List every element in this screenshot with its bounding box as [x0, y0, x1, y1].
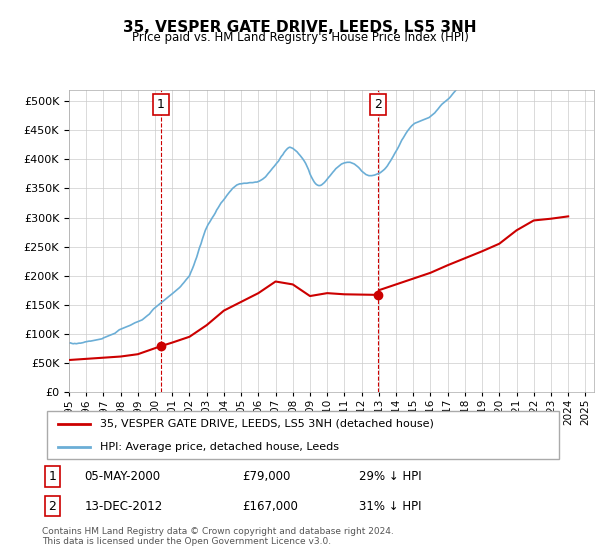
- Text: Price paid vs. HM Land Registry's House Price Index (HPI): Price paid vs. HM Land Registry's House …: [131, 31, 469, 44]
- Text: 31% ↓ HPI: 31% ↓ HPI: [359, 500, 421, 512]
- Text: 29% ↓ HPI: 29% ↓ HPI: [359, 470, 421, 483]
- Text: 35, VESPER GATE DRIVE, LEEDS, LS5 3NH: 35, VESPER GATE DRIVE, LEEDS, LS5 3NH: [123, 20, 477, 35]
- Text: 1: 1: [157, 98, 165, 111]
- Text: 2: 2: [49, 500, 56, 512]
- Text: 05-MAY-2000: 05-MAY-2000: [84, 470, 160, 483]
- Text: £79,000: £79,000: [242, 470, 291, 483]
- FancyBboxPatch shape: [47, 412, 559, 459]
- Text: 2: 2: [374, 98, 382, 111]
- Text: 1: 1: [49, 470, 56, 483]
- Text: Contains HM Land Registry data © Crown copyright and database right 2024.
This d: Contains HM Land Registry data © Crown c…: [42, 526, 394, 546]
- Text: 35, VESPER GATE DRIVE, LEEDS, LS5 3NH (detached house): 35, VESPER GATE DRIVE, LEEDS, LS5 3NH (d…: [100, 419, 434, 429]
- Text: £167,000: £167,000: [242, 500, 299, 512]
- Text: 13-DEC-2012: 13-DEC-2012: [84, 500, 163, 512]
- Text: HPI: Average price, detached house, Leeds: HPI: Average price, detached house, Leed…: [100, 442, 339, 452]
